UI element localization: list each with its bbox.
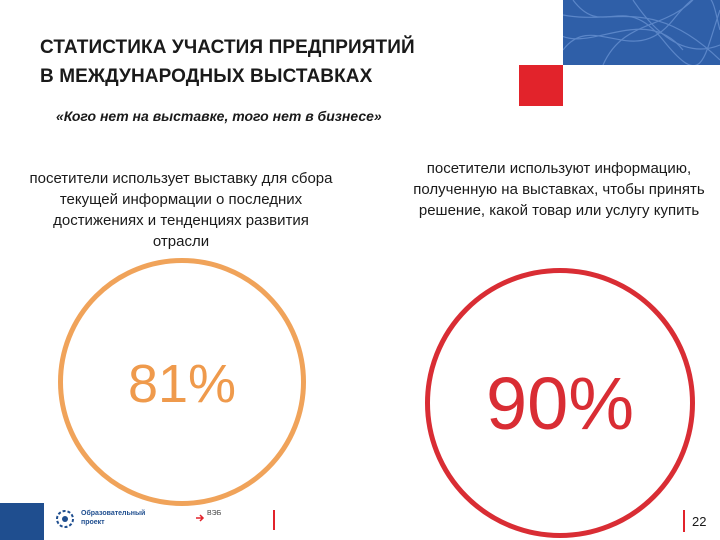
title-line-1: СТАТИСТИКА УЧАСТИЯ ПРЕДПРИЯТИЙ bbox=[40, 37, 415, 58]
left-percent-value: 81% bbox=[127, 354, 237, 414]
slide-title: СТАТИСТИКА УЧАСТИЯ ПРЕДПРИЯТИЙ В МЕЖДУНА… bbox=[40, 33, 520, 91]
left-description: посетители использует выставку для сбора… bbox=[29, 170, 333, 250]
logo1-line-1: Образовательный bbox=[81, 510, 146, 517]
partner-logo-text: ВЭБ bbox=[207, 510, 222, 517]
red-accent-square bbox=[519, 65, 563, 106]
right-percent-ring: 90% bbox=[425, 268, 695, 538]
partner-logo: ВЭБ bbox=[195, 507, 275, 529]
globe-icon bbox=[56, 510, 74, 528]
page-number: 22 bbox=[692, 514, 707, 529]
left-percent-ring: 81% bbox=[58, 258, 306, 506]
education-project-logo: Образовательный проект bbox=[55, 509, 165, 533]
arrow-icon bbox=[196, 514, 205, 522]
footer-divider-right bbox=[683, 510, 685, 532]
right-percent-value: 90% bbox=[485, 362, 635, 445]
right-description: посетители используют информацию, получе… bbox=[413, 160, 705, 219]
logo1-line-2: проект bbox=[81, 519, 105, 526]
slogan-quote: «Кого нет на выставке, того нет в бизнес… bbox=[56, 108, 382, 124]
decorative-pattern bbox=[563, 0, 720, 65]
footer-divider-left bbox=[273, 510, 275, 530]
footer-blue-bar bbox=[0, 503, 44, 540]
title-line-2: В МЕЖДУНАРОДНЫХ ВЫСТАВКАХ bbox=[40, 66, 373, 87]
